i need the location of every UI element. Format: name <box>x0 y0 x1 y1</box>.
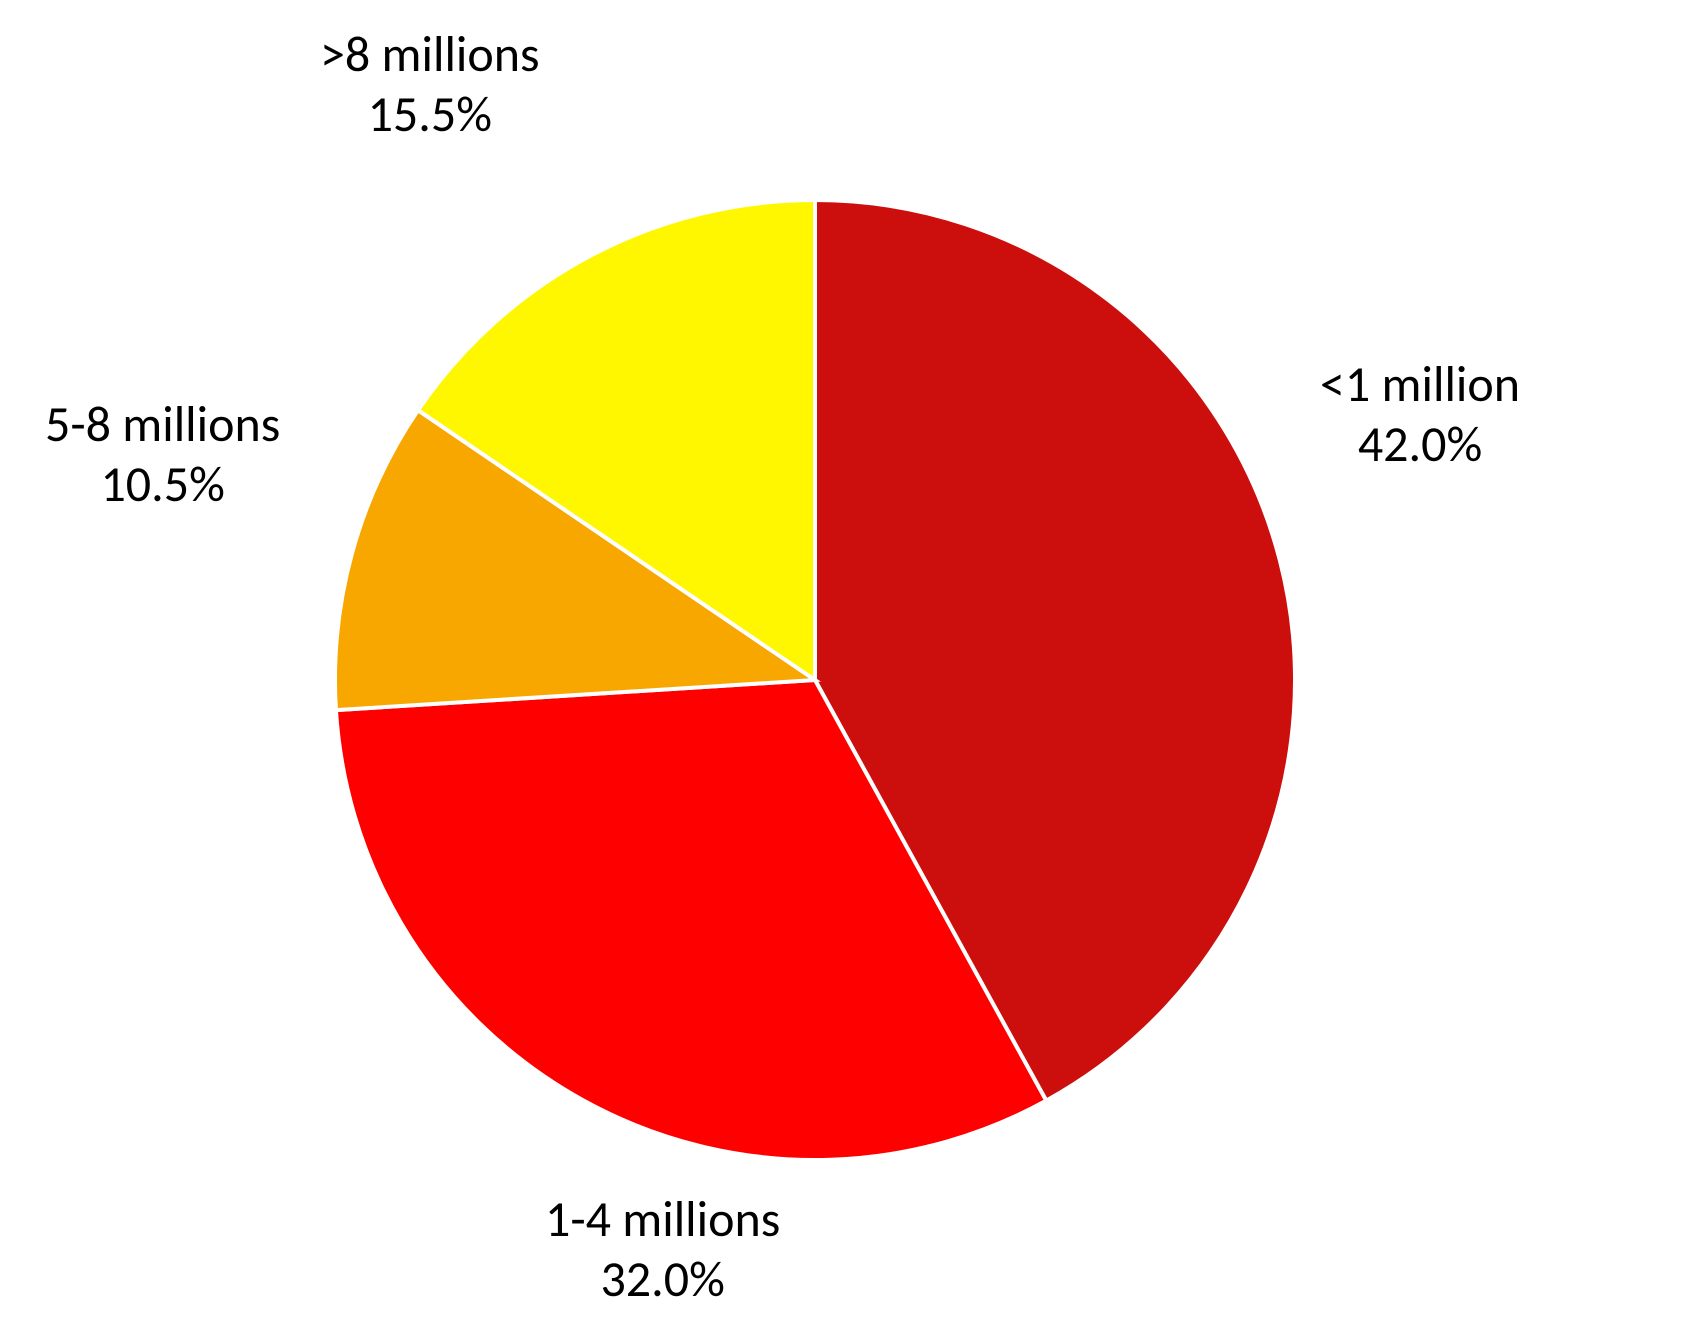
slice-percent: 42.0% <box>1320 415 1520 475</box>
pie-slice-label: 1-4 millions32.0% <box>545 1190 780 1310</box>
slice-category: 1-4 millions <box>545 1190 780 1250</box>
pie-slice-label: 5-8 millions10.5% <box>45 395 280 515</box>
slice-category: <1 million <box>1320 355 1520 415</box>
slice-category: 5-8 millions <box>45 395 280 455</box>
pie-slice-label: >8 millions15.5% <box>320 25 540 145</box>
pie-slice-label: <1 million42.0% <box>1320 355 1520 475</box>
slice-category: >8 millions <box>320 25 540 85</box>
pie-chart: <1 million42.0% 1-4 millions32.0% 5-8 mill… <box>0 0 1695 1334</box>
slice-percent: 32.0% <box>545 1250 780 1310</box>
slice-percent: 10.5% <box>45 455 280 515</box>
pie-svg <box>0 0 1695 1334</box>
slice-percent: 15.5% <box>320 85 540 145</box>
